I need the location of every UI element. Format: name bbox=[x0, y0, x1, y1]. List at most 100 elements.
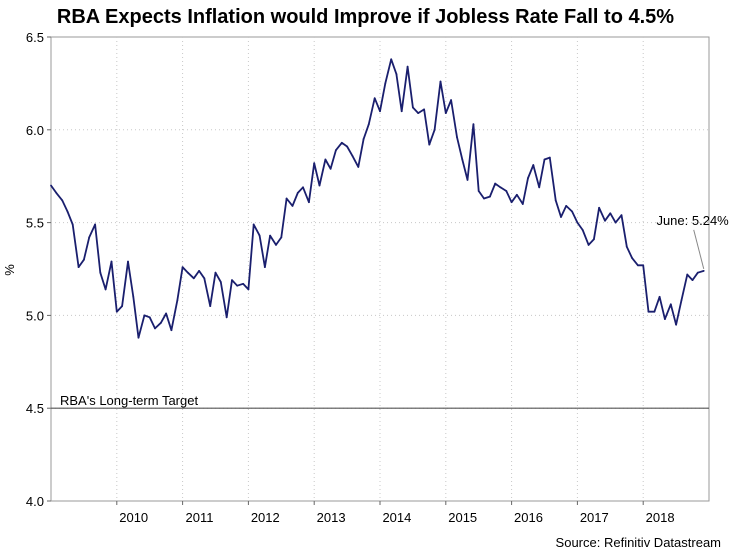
data-point bbox=[225, 316, 228, 319]
data-point bbox=[548, 156, 551, 159]
data-point bbox=[351, 154, 354, 157]
data-point bbox=[214, 271, 217, 274]
data-point bbox=[379, 110, 381, 113]
data-point bbox=[576, 221, 579, 224]
data-point bbox=[527, 177, 529, 179]
data-point bbox=[395, 73, 398, 76]
data-point bbox=[494, 182, 497, 185]
reference-line-label: RBA's Long-term Target bbox=[60, 393, 198, 408]
data-point bbox=[439, 80, 442, 83]
data-point bbox=[510, 201, 513, 204]
annotation-layer: June: 5.24% bbox=[656, 213, 729, 269]
data-point bbox=[571, 210, 574, 213]
data-point bbox=[247, 288, 250, 291]
data-point bbox=[587, 243, 590, 246]
data-point bbox=[263, 266, 266, 269]
data-point bbox=[61, 199, 64, 202]
x-tick-label: 2012 bbox=[251, 510, 280, 525]
data-point bbox=[115, 310, 118, 313]
data-point bbox=[137, 336, 140, 339]
data-point bbox=[104, 288, 107, 291]
data-point bbox=[412, 106, 414, 109]
data-point bbox=[55, 192, 58, 194]
data-point bbox=[423, 108, 425, 111]
data-point bbox=[472, 123, 475, 126]
data-point bbox=[609, 212, 612, 215]
data-point bbox=[565, 204, 568, 207]
data-point bbox=[691, 279, 694, 282]
y-tick-label: 5.0 bbox=[26, 308, 44, 323]
reference-layer: RBA's Long-term Target bbox=[51, 393, 709, 409]
data-point bbox=[466, 179, 469, 181]
data-point bbox=[696, 271, 699, 274]
data-point bbox=[83, 258, 85, 261]
axis-layer: 4.0 4.5 5.0 5.5 6.0 6.5 2010 2011 2012 2013 2014 20… bbox=[26, 30, 675, 525]
data-point bbox=[127, 260, 129, 263]
y-tick-label: 4.0 bbox=[26, 494, 44, 509]
data-point bbox=[625, 245, 628, 248]
data-point bbox=[170, 329, 173, 332]
data-point bbox=[165, 312, 168, 315]
x-tick-label: 2010 bbox=[119, 510, 148, 525]
data-point bbox=[675, 323, 677, 326]
data-point bbox=[702, 269, 705, 272]
data-point bbox=[203, 277, 206, 280]
data-point bbox=[390, 58, 393, 61]
data-point bbox=[132, 295, 135, 298]
data-point bbox=[71, 223, 74, 226]
data-point bbox=[658, 295, 661, 298]
data-point bbox=[159, 321, 162, 324]
data-point bbox=[302, 186, 304, 189]
data-point bbox=[538, 186, 541, 189]
data-point bbox=[148, 316, 151, 319]
data-point bbox=[186, 271, 189, 274]
y-tick-label: 4.5 bbox=[26, 401, 44, 416]
data-point bbox=[669, 303, 672, 306]
data-point bbox=[521, 203, 524, 205]
data-point bbox=[664, 318, 666, 321]
x-tick-label: 2014 bbox=[382, 510, 411, 525]
data-point bbox=[488, 195, 491, 198]
data-point bbox=[362, 138, 365, 140]
data-point bbox=[209, 305, 212, 308]
data-point bbox=[554, 199, 557, 202]
data-point bbox=[686, 273, 689, 276]
data-point bbox=[269, 234, 272, 237]
data-point bbox=[631, 256, 633, 259]
data-point bbox=[318, 184, 321, 187]
data-point bbox=[642, 264, 645, 267]
data-point bbox=[461, 158, 464, 161]
data-point bbox=[94, 223, 96, 226]
data-point bbox=[324, 158, 327, 161]
data-point bbox=[219, 281, 222, 283]
data-point bbox=[505, 190, 508, 192]
data-point bbox=[88, 236, 91, 239]
data-point bbox=[614, 221, 617, 224]
data-point bbox=[176, 299, 179, 302]
y-axis-label: % bbox=[2, 264, 17, 276]
data-point bbox=[252, 223, 255, 226]
data-point bbox=[532, 164, 535, 166]
data-point bbox=[77, 266, 80, 269]
data-point bbox=[285, 197, 288, 200]
x-tick-label: 2015 bbox=[448, 510, 477, 525]
data-point bbox=[346, 145, 348, 148]
data-point bbox=[592, 238, 595, 241]
data-point bbox=[560, 216, 562, 218]
data-point bbox=[143, 314, 146, 317]
annotation-label: June: 5.24% bbox=[656, 213, 729, 228]
y-tick-label: 5.5 bbox=[26, 216, 44, 231]
data-point bbox=[110, 260, 113, 263]
data-point bbox=[417, 112, 420, 114]
data-point bbox=[192, 277, 195, 280]
data-point bbox=[620, 214, 623, 217]
data-point bbox=[406, 65, 409, 68]
data-point bbox=[450, 99, 452, 102]
source-label: Source: Refinitiv Datastream bbox=[555, 535, 721, 550]
data-point bbox=[483, 197, 485, 200]
data-point bbox=[296, 192, 299, 194]
data-point bbox=[181, 266, 184, 269]
data-point bbox=[680, 299, 683, 302]
data-point bbox=[433, 128, 436, 131]
